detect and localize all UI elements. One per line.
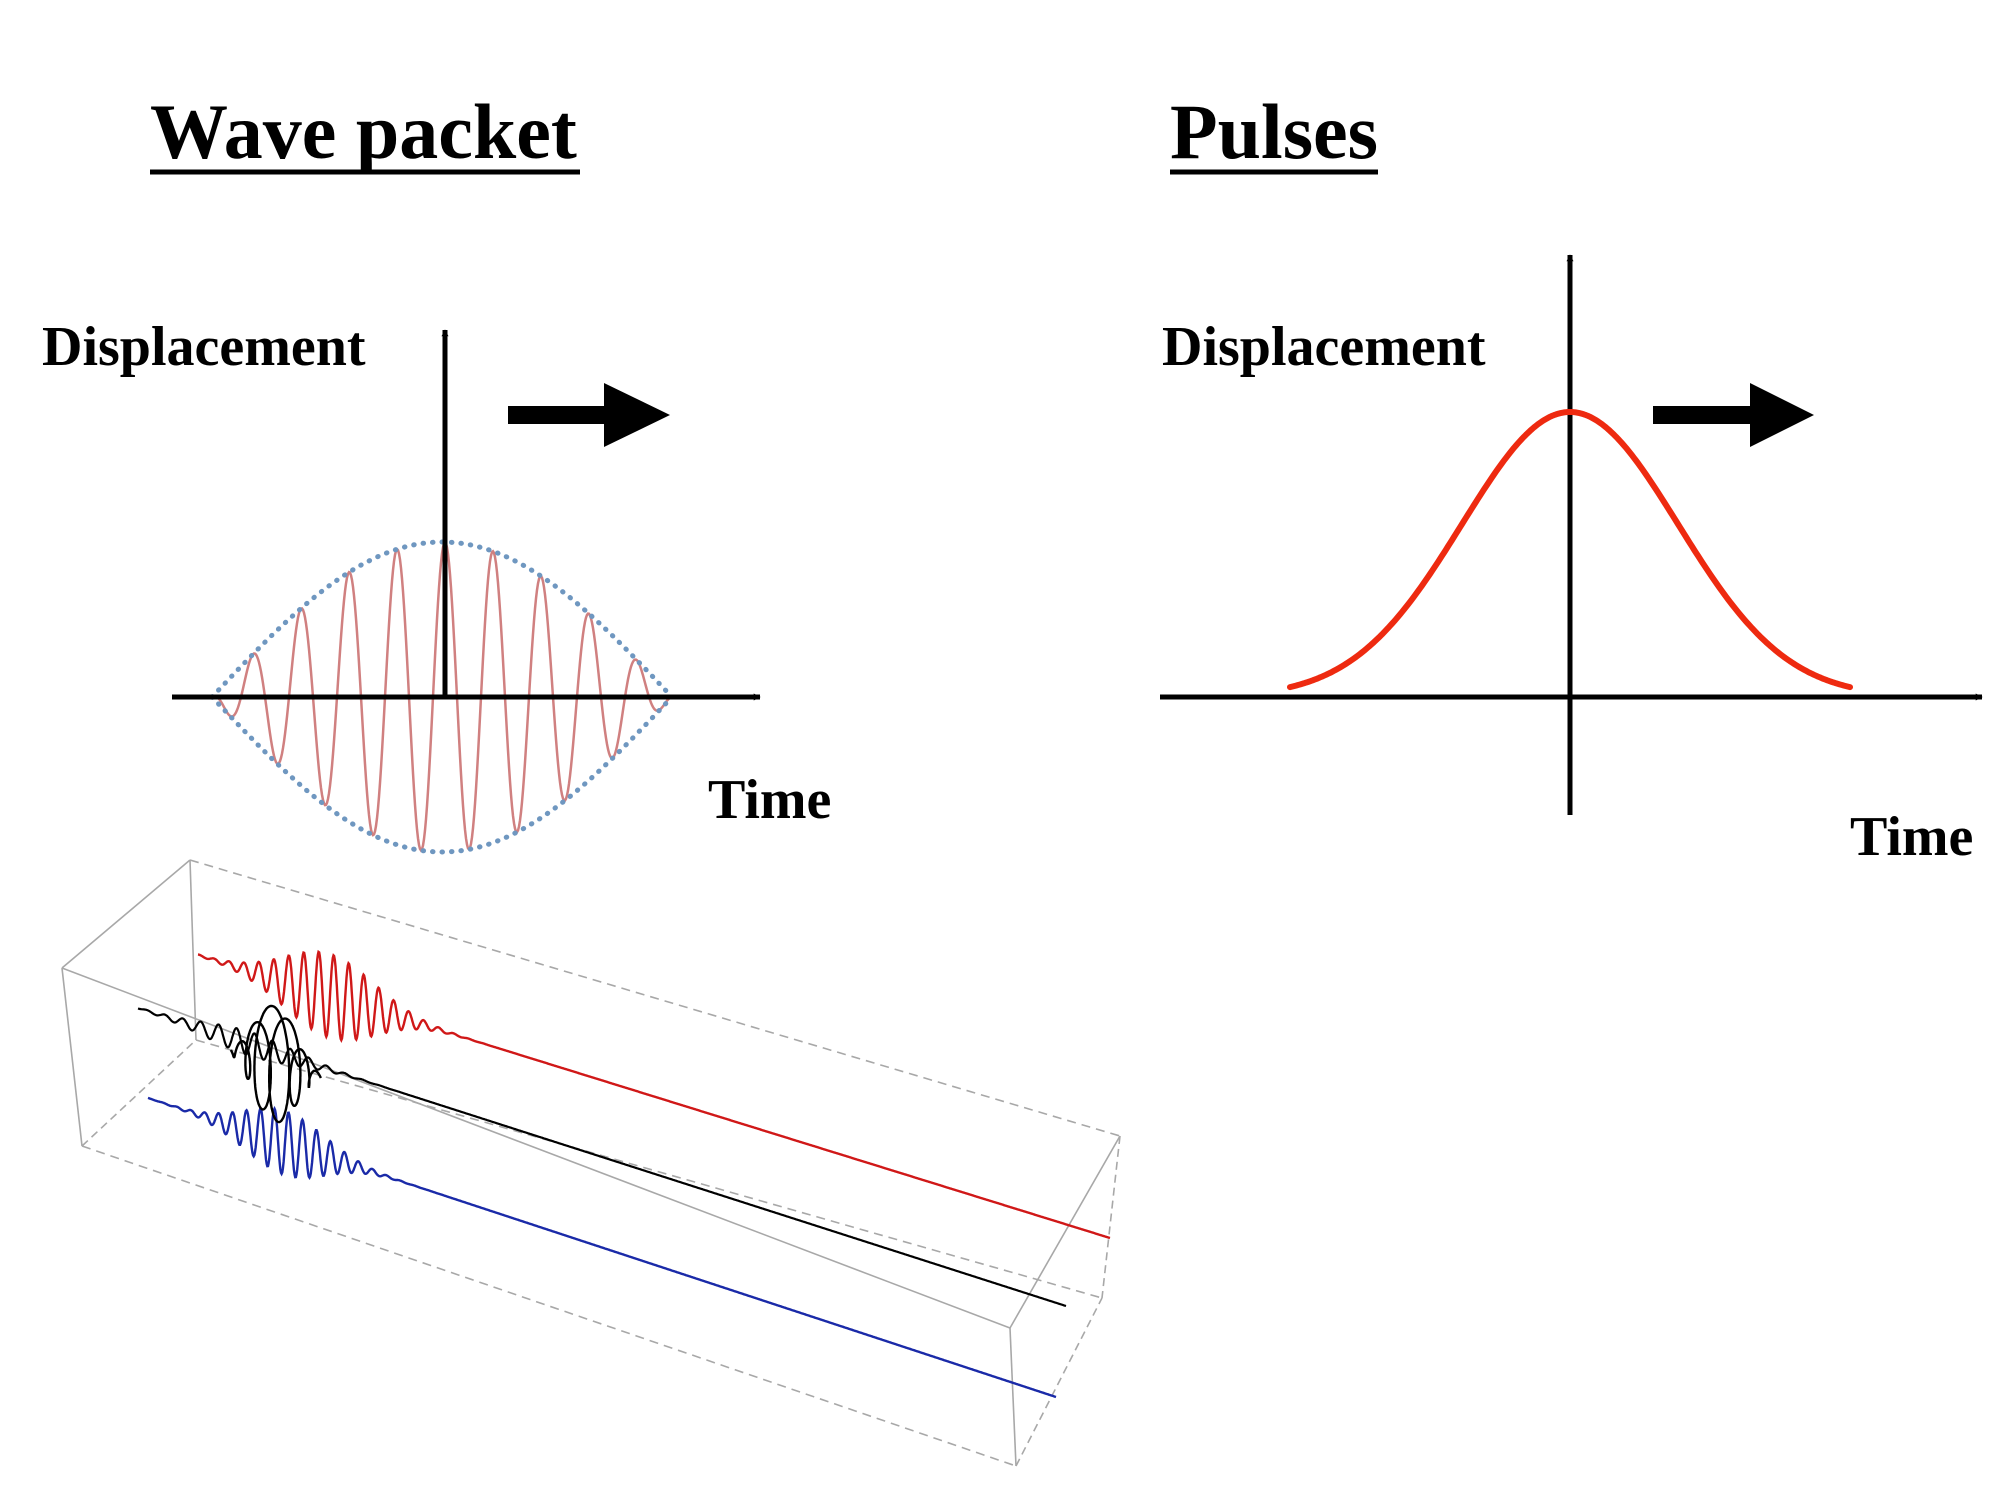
pulse-curve [1287,409,1853,691]
wave-packet-title: Wave packet [150,88,577,175]
wave-packet-envelope-upper [209,539,675,700]
pulses-y-label: Displacement [1162,316,1486,378]
propagation-helix [229,1004,322,1124]
propagation-top-wave [197,949,1111,1240]
propagation-box-outline [61,859,1121,1467]
wave-packet-carrier-wave [211,539,673,853]
wave-packet-envelope-lower [209,694,675,855]
propagation-middle-wave [137,1007,1067,1308]
propagation-bottom-wave [147,1096,1057,1399]
propagation-3d-illustration [61,859,1121,1467]
wave-packet-panel: Wave packet Displacement Time [42,88,831,855]
pulses-x-label: Time [1850,806,1973,868]
wave-packet-y-label: Displacement [42,316,366,378]
wave-packet-direction-arrow-icon [508,383,670,447]
wave-packet-x-label: Time [708,769,831,831]
pulses-title: Pulses [1170,88,1378,175]
pulses-direction-arrow-icon [1653,383,1814,447]
pulses-panel: Pulses Displacement Time [1160,88,1983,868]
